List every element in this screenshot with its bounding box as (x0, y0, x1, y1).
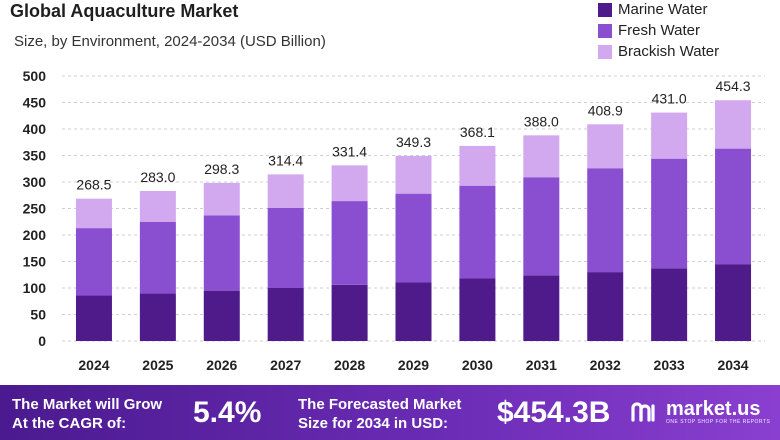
y-tick-label: 150 (23, 254, 47, 270)
bar-segment-fresh-water (459, 185, 496, 279)
x-tick-label: 2027 (270, 357, 301, 373)
data-label: 408.9 (588, 102, 623, 118)
bar-segment-brackish-water (587, 124, 624, 169)
x-tick-label: 2026 (206, 357, 237, 373)
data-label: 388.0 (524, 113, 559, 129)
forecast-value: $454.3B (497, 396, 611, 429)
data-label: 331.4 (332, 143, 367, 159)
chart-title: Global Aquaculture Market (10, 1, 239, 21)
bar-segment-fresh-water (203, 215, 240, 291)
bar-segment-fresh-water (651, 158, 688, 269)
bar-segment-marine-water (203, 290, 240, 341)
legend-item-marine: Marine Water (598, 0, 719, 19)
y-tick-label: 450 (23, 95, 47, 111)
bar-segment-fresh-water (715, 148, 752, 265)
bar-segment-fresh-water (395, 193, 432, 283)
data-label: 368.1 (460, 124, 495, 140)
footer-banner: The Market will Grow At the CAGR of: 5.4… (0, 385, 780, 440)
forecast-label-line-2: Size for 2034 in USD: (298, 415, 449, 432)
bar-segment-brackish-water (203, 182, 240, 216)
legend-item-fresh: Fresh Water (598, 21, 719, 40)
bar-segment-fresh-water (331, 201, 368, 285)
y-tick-label: 50 (30, 307, 46, 323)
bar-segment-brackish-water (75, 198, 112, 229)
data-label: 314.4 (268, 152, 303, 168)
y-tick-label: 0 (38, 333, 46, 349)
x-tick-label: 2024 (78, 357, 109, 373)
legend-item-brackish: Brackish Water (598, 42, 719, 61)
x-tick-label: 2034 (717, 357, 748, 373)
legend-swatch-fresh (598, 23, 612, 38)
bar-segment-marine-water (75, 295, 112, 341)
forecast-label: The Forecasted Market Size for 2034 in U… (298, 395, 461, 433)
data-label: 454.3 (716, 78, 751, 94)
bar-segment-brackish-water (331, 165, 368, 202)
x-tick-label: 2032 (590, 357, 621, 373)
data-label: 349.3 (396, 134, 431, 150)
y-tick-label: 400 (23, 121, 47, 137)
cagr-label-line-1: The Market will Grow (12, 396, 163, 413)
bar-segment-marine-water (267, 288, 304, 341)
data-label: 268.5 (76, 177, 111, 193)
data-label: 431.0 (652, 91, 687, 107)
bar-segment-brackish-water (651, 112, 688, 159)
legend-swatch-brackish (598, 44, 612, 59)
bar-segment-marine-water (715, 264, 752, 341)
x-tick-label: 2029 (398, 357, 429, 373)
x-tick-label: 2031 (526, 357, 557, 373)
y-tick-label: 300 (23, 174, 47, 190)
legend: Marine Water Fresh Water Brackish Water (598, 0, 719, 63)
data-label: 298.3 (204, 161, 239, 177)
legend-label-fresh: Fresh Water (618, 22, 700, 39)
bar-segment-brackish-water (523, 135, 560, 178)
bar-segment-brackish-water (715, 100, 752, 149)
legend-label-marine: Marine Water (618, 1, 708, 18)
bar-segment-fresh-water (523, 177, 560, 276)
bar-segment-fresh-water (139, 221, 176, 294)
bar-segment-fresh-water (75, 228, 112, 296)
legend-label-brackish: Brackish Water (618, 43, 720, 60)
y-tick-label: 100 (23, 280, 47, 296)
bar-segment-brackish-water (267, 174, 304, 208)
x-tick-label: 2033 (654, 357, 685, 373)
bar-segment-marine-water (459, 278, 496, 341)
bar-segment-brackish-water (459, 145, 496, 186)
x-tick-label: 2025 (142, 357, 173, 373)
bar-segment-marine-water (331, 284, 368, 341)
brand-logo[interactable]: market.us ONE STOP SHOP FOR THE REPORTS (630, 399, 770, 425)
data-label: 283.0 (140, 169, 175, 185)
cagr-label: The Market will Grow At the CAGR of: (12, 395, 162, 433)
cagr-label-line-2: At the CAGR of: (12, 415, 127, 432)
y-tick-label: 200 (23, 227, 47, 243)
legend-swatch-marine (598, 2, 612, 17)
bar-segment-marine-water (587, 272, 624, 341)
chart-plot: 0 50 100 150 200 250 300 350 400 450 500 268.5 2024 2… (23, 68, 765, 373)
bar-segment-marine-water (139, 293, 176, 341)
x-tick-label: 2030 (462, 357, 493, 373)
bar-segment-marine-water (523, 275, 560, 341)
brand-tagline: ONE STOP SHOP FOR THE REPORTS (666, 419, 771, 425)
x-tick-label: 2028 (334, 357, 365, 373)
forecast-label-line-1: The Forecasted Market (298, 396, 462, 413)
y-tick-label: 500 (23, 68, 47, 84)
bar-segment-fresh-water (587, 168, 624, 273)
bar-segment-marine-water (651, 268, 688, 341)
bar-segment-brackish-water (395, 155, 432, 194)
market-us-logo-icon (631, 402, 655, 422)
chart-subtitle: Size, by Environment, 2024-2034 (USD Bil… (14, 33, 326, 50)
bar-segment-fresh-water (267, 207, 304, 288)
brand-name: market.us (666, 398, 761, 420)
bar-segment-brackish-water (139, 191, 176, 222)
cagr-value: 5.4% (193, 396, 262, 429)
y-tick-label: 350 (23, 148, 47, 164)
bar-segment-marine-water (395, 282, 432, 341)
y-tick-label: 250 (23, 201, 47, 217)
